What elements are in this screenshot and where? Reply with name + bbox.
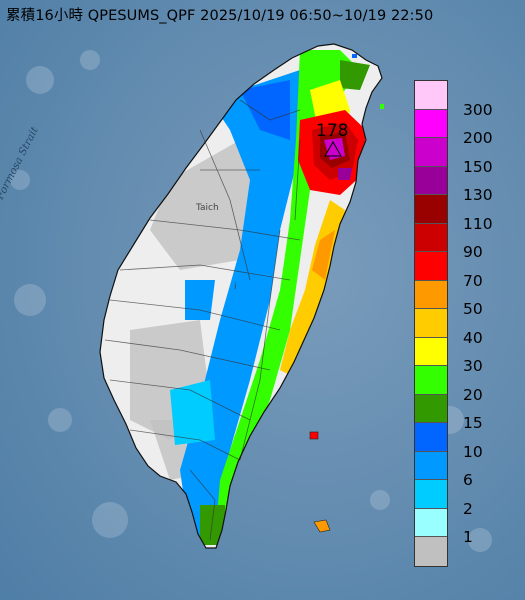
legend-label: 6 <box>463 471 473 490</box>
county-boundaries <box>104 99 301 541</box>
legend-label: 70 <box>463 271 483 290</box>
legend-swatch <box>415 508 447 537</box>
legend-swatch <box>415 423 447 452</box>
legend-swatch <box>415 451 447 480</box>
legend-label: 300 <box>463 100 493 119</box>
legend-label: 150 <box>463 157 493 176</box>
legend-label: 10 <box>463 442 483 461</box>
legend-swatch <box>415 537 447 566</box>
legend-swatch <box>415 337 447 366</box>
legend-swatch <box>415 195 447 224</box>
legend-label: 200 <box>463 129 493 148</box>
city-label-fragment: i <box>234 282 237 292</box>
coastline <box>99 43 383 549</box>
legend-label: 50 <box>463 300 483 319</box>
legend-swatch <box>415 109 447 138</box>
legend-swatch <box>415 366 447 395</box>
legend-label: 1 <box>463 528 473 547</box>
legend-label: 40 <box>463 328 483 347</box>
green-island <box>309 431 319 440</box>
legend-label: 30 <box>463 357 483 376</box>
peak-value-label: 178 <box>316 121 349 141</box>
legend-swatch <box>415 81 447 110</box>
legend-swatch <box>415 309 447 338</box>
peak-marker <box>324 140 342 157</box>
legend-swatch <box>415 252 447 281</box>
legend-label: 90 <box>463 243 483 262</box>
legend-label: 2 <box>463 499 473 518</box>
city-label-taichung: Taich <box>196 203 219 213</box>
legend-swatch <box>415 280 447 309</box>
orchid-island <box>313 519 331 533</box>
legend-label: 15 <box>463 414 483 433</box>
legend-label: 20 <box>463 385 483 404</box>
islet-east <box>380 104 384 109</box>
legend-swatch <box>415 166 447 195</box>
legend-swatch <box>415 138 447 167</box>
rainfall-legend <box>414 80 448 567</box>
legend-swatch <box>415 480 447 509</box>
legend-label: 110 <box>463 214 493 233</box>
legend-swatch <box>415 223 447 252</box>
legend-label: 130 <box>463 186 493 205</box>
legend-swatch <box>415 394 447 423</box>
map-title: 累積16小時 QPESUMS_QPF 2025/10/19 06:50~10/1… <box>6 8 434 24</box>
islet-north <box>352 54 357 58</box>
